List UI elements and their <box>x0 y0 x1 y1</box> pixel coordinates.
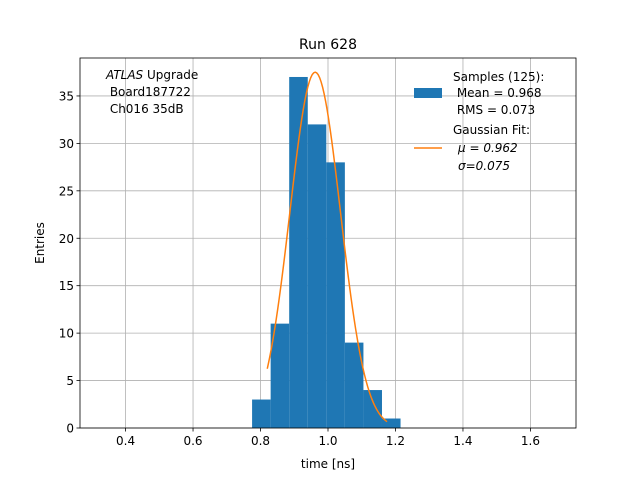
legend-histogram-line-2: Mean = 0.968 <box>453 86 542 100</box>
annotation-line-2: Board187722 <box>106 85 191 99</box>
y-tick-label: 5 <box>66 374 74 388</box>
y-tick-label: 35 <box>59 89 74 103</box>
y-tick-label: 25 <box>59 184 74 198</box>
x-axis-ticks: 0.4 0.6 0.8 1.0 1.2 1.4 1.6 <box>116 428 540 448</box>
histogram-bar <box>307 124 327 429</box>
legend-fit-line-2: μ = 0.962 <box>457 141 518 155</box>
legend-fit-line-3: σ=0.075 <box>458 159 510 173</box>
histogram-bar <box>289 76 308 428</box>
y-axis-label: Entries <box>33 222 47 264</box>
histogram-bar <box>381 418 401 428</box>
y-tick-label: 10 <box>59 327 74 341</box>
legend-histogram-swatch <box>414 88 442 98</box>
histogram-bar <box>270 323 290 428</box>
y-tick-label: 15 <box>59 279 74 293</box>
x-tick-label: 1.6 <box>521 434 540 448</box>
annotation-line-3: Ch016 35dB <box>106 102 184 116</box>
gaussian-fit <box>266 71 388 423</box>
annotation-line-1: ATLAS Upgrade <box>105 68 198 82</box>
x-tick-label: 1.2 <box>386 434 405 448</box>
annotation-experiment-suffix: Upgrade <box>143 68 198 82</box>
annotation-box: ATLAS Upgrade Board187722 Ch016 35dB <box>105 68 198 116</box>
histogram-bars <box>252 76 401 429</box>
histogram-bar <box>252 399 271 428</box>
legend: Samples (125): Mean = 0.968 RMS = 0.073 … <box>414 70 544 173</box>
y-tick-label: 30 <box>59 137 74 151</box>
histogram-bar <box>344 342 364 428</box>
annotation-experiment-name: ATLAS <box>105 68 144 82</box>
x-tick-label: 0.8 <box>251 434 270 448</box>
x-tick-label: 1.0 <box>318 434 337 448</box>
x-tick-label: 0.4 <box>116 434 135 448</box>
chart-title: Run 628 <box>299 37 357 53</box>
gaussian-fit-line <box>266 71 388 423</box>
y-axis-ticks: 0 5 10 15 20 25 30 35 <box>59 89 80 436</box>
legend-fit-line-1: Gaussian Fit: <box>453 123 530 137</box>
x-tick-label: 1.4 <box>453 434 472 448</box>
histogram-bar <box>363 390 382 428</box>
histogram-bar <box>326 162 345 428</box>
x-axis-label: time [ns] <box>301 457 355 471</box>
legend-histogram-line-3: RMS = 0.073 <box>453 103 535 117</box>
legend-histogram-line-1: Samples (125): <box>453 70 544 84</box>
y-tick-label: 0 <box>66 422 74 436</box>
y-tick-label: 20 <box>59 232 74 246</box>
x-tick-label: 0.6 <box>183 434 202 448</box>
